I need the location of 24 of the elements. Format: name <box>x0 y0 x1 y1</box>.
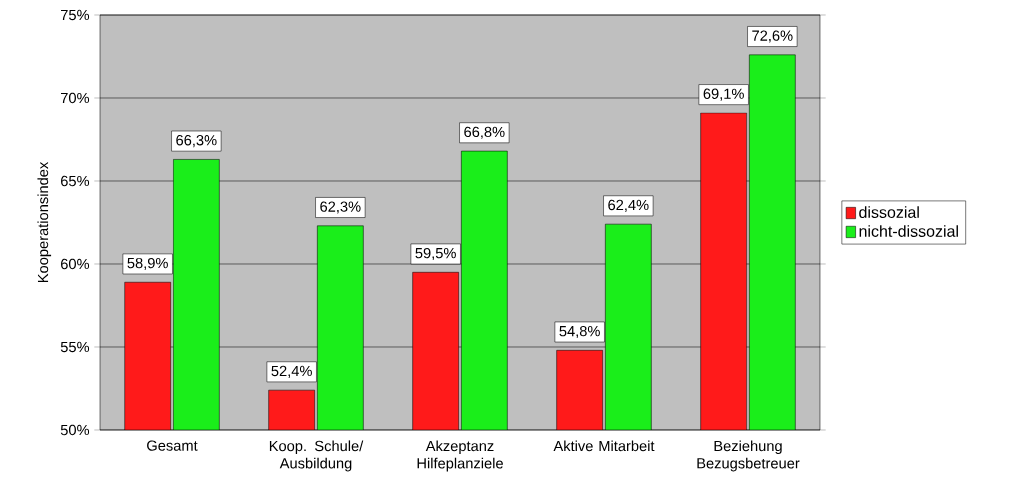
x-tick-label: Koop. Schule/ Ausbildung <box>269 440 364 472</box>
legend-label: dissozial <box>859 206 919 218</box>
data-label: 62,4% <box>608 199 649 212</box>
data-label: 66,3% <box>176 135 217 148</box>
y-tick-label: 55% <box>60 341 90 353</box>
data-label: 52,4% <box>271 365 312 378</box>
x-tick-label: Aktive Mitarbeit <box>553 440 655 452</box>
data-label: 62,3% <box>320 201 361 214</box>
y-tick-label: 75% <box>61 9 90 21</box>
y-tick-label: 65% <box>61 175 90 187</box>
data-label: 72,6% <box>752 30 793 43</box>
data-label: 69,1% <box>703 88 744 101</box>
x-tick-label: Beziehung Bezugsbetreuer <box>697 440 800 472</box>
legend-label: nicht-dissozial <box>859 225 958 237</box>
x-tick-label: Akzeptanz Hilfeplanziele <box>417 440 503 472</box>
data-label: 54,8% <box>559 325 600 339</box>
y-tick-label: 60% <box>61 258 90 270</box>
y-tick-label: 70% <box>61 92 90 104</box>
data-label: 58,9% <box>127 257 168 270</box>
y-axis-title: Kooperationsindex <box>37 161 52 283</box>
data-label: 59,5% <box>415 247 456 261</box>
x-tick-label: Gesamt <box>147 440 198 451</box>
data-label: 66,8% <box>464 126 505 139</box>
y-tick-label: 50% <box>60 424 90 436</box>
